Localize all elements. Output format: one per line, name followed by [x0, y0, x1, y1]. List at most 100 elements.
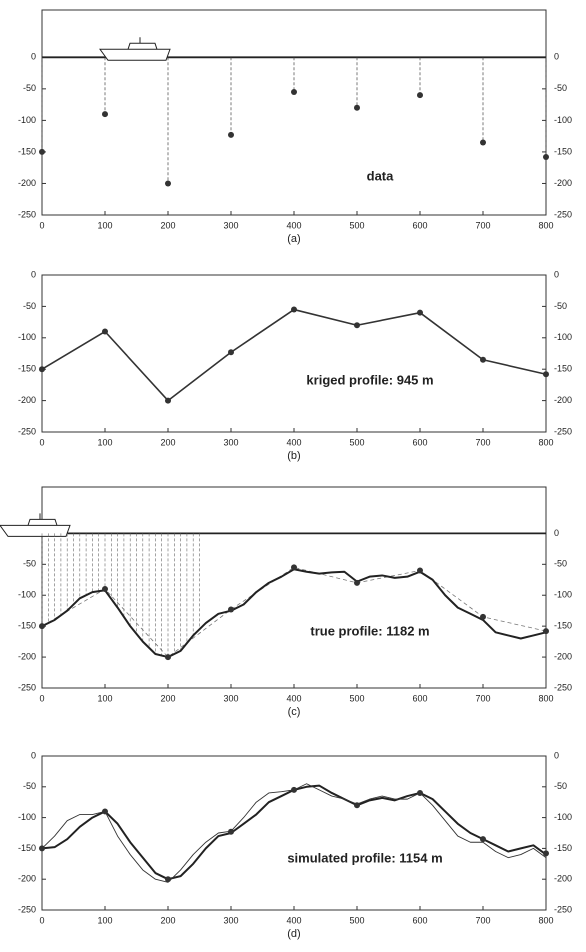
y2-tick-label: -150 — [554, 843, 572, 853]
caption: (d) — [287, 928, 300, 940]
y-tick-label: -200 — [18, 395, 36, 405]
y-tick-label: -50 — [23, 781, 36, 791]
x-tick-label: 300 — [223, 693, 238, 703]
y-tick-label: 0 — [31, 52, 36, 62]
plot-frame — [42, 275, 546, 432]
y2-tick-label: 0 — [554, 52, 559, 62]
y2-tick-label: -250 — [554, 209, 572, 219]
data-point — [543, 628, 549, 634]
x-tick-label: 700 — [475, 915, 490, 925]
data-point — [39, 149, 45, 155]
data-point — [165, 876, 171, 882]
y2-tick-label: -100 — [554, 590, 572, 600]
y2-tick-label: -150 — [554, 621, 572, 631]
x-tick-label: 400 — [286, 437, 301, 447]
y2-tick-label: -200 — [554, 178, 572, 188]
data-point — [480, 614, 486, 620]
data-point — [480, 836, 486, 842]
x-tick-label: 500 — [349, 437, 364, 447]
x-tick-label: 600 — [412, 693, 427, 703]
data-point — [543, 154, 549, 160]
data-point — [480, 139, 486, 145]
data-point — [102, 111, 108, 117]
x-tick-label: 300 — [223, 220, 238, 230]
annotation: true profile: 1182 m — [310, 623, 429, 638]
data-point — [354, 580, 360, 586]
y-tick-label: -200 — [18, 178, 36, 188]
data-point — [165, 654, 171, 660]
x-tick-label: 500 — [349, 220, 364, 230]
x-tick-label: 400 — [286, 220, 301, 230]
x-tick-label: 100 — [97, 220, 112, 230]
y2-tick-label: -200 — [554, 651, 572, 661]
annotation: simulated profile: 1154 m — [287, 850, 442, 865]
data-point — [417, 92, 423, 98]
data-point — [39, 366, 45, 372]
data-point — [417, 310, 423, 316]
y2-tick-label: -250 — [554, 682, 572, 692]
x-tick-label: 200 — [160, 693, 175, 703]
page: {"chart_data": [ {"type": "scatter", "an… — [0, 0, 586, 952]
plot-frame — [42, 487, 546, 688]
data-point — [291, 89, 297, 95]
profile-line — [42, 310, 546, 401]
x-tick-label: 700 — [475, 220, 490, 230]
y2-tick-label: -50 — [554, 781, 567, 791]
y2-tick-label: -200 — [554, 874, 572, 884]
x-tick-label: 0 — [39, 693, 44, 703]
data-point — [102, 808, 108, 814]
x-tick-label: 600 — [412, 437, 427, 447]
x-tick-label: 0 — [39, 220, 44, 230]
y-tick-label: -200 — [18, 874, 36, 884]
x-tick-label: 100 — [97, 693, 112, 703]
x-tick-label: 500 — [349, 915, 364, 925]
y2-tick-label: -250 — [554, 426, 572, 436]
data-point — [165, 180, 171, 186]
y2-tick-label: -150 — [554, 364, 572, 374]
data-point — [228, 606, 234, 612]
data-point — [543, 850, 549, 856]
x-tick-label: 400 — [286, 915, 301, 925]
boat — [0, 513, 70, 536]
y2-tick-label: -150 — [554, 146, 572, 156]
x-tick-label: 800 — [538, 220, 553, 230]
y2-tick-label: -50 — [554, 83, 567, 93]
y2-tick-label: -50 — [554, 301, 567, 311]
y-tick-label: -50 — [23, 301, 36, 311]
x-tick-label: 800 — [538, 437, 553, 447]
y-tick-label: -50 — [23, 83, 36, 93]
y-tick-label: -250 — [18, 209, 36, 219]
y-tick-label: -250 — [18, 682, 36, 692]
y-tick-label: 0 — [31, 750, 36, 760]
x-tick-label: 800 — [538, 693, 553, 703]
data-point — [228, 829, 234, 835]
data-point — [228, 349, 234, 355]
data-point — [480, 357, 486, 363]
y-tick-label: 0 — [31, 269, 36, 279]
data-point — [417, 790, 423, 796]
y2-tick-label: -100 — [554, 812, 572, 822]
data-point — [291, 564, 297, 570]
caption: (b) — [287, 450, 300, 462]
caption: (a) — [287, 233, 300, 245]
data-point — [417, 567, 423, 573]
y-tick-label: -200 — [18, 651, 36, 661]
y2-tick-label: 0 — [554, 528, 559, 538]
y-tick-label: -100 — [18, 812, 36, 822]
x-tick-label: 700 — [475, 693, 490, 703]
y-tick-label: -150 — [18, 364, 36, 374]
profile-line — [42, 569, 546, 657]
y2-tick-label: 0 — [554, 269, 559, 279]
data-point — [354, 802, 360, 808]
y-tick-label: -150 — [18, 621, 36, 631]
data-point — [165, 398, 171, 404]
annotation: kriged profile: 945 m — [306, 372, 433, 387]
data-point — [354, 105, 360, 111]
x-tick-label: 800 — [538, 915, 553, 925]
data-point — [354, 322, 360, 328]
data-point — [228, 132, 234, 138]
x-tick-label: 200 — [160, 915, 175, 925]
